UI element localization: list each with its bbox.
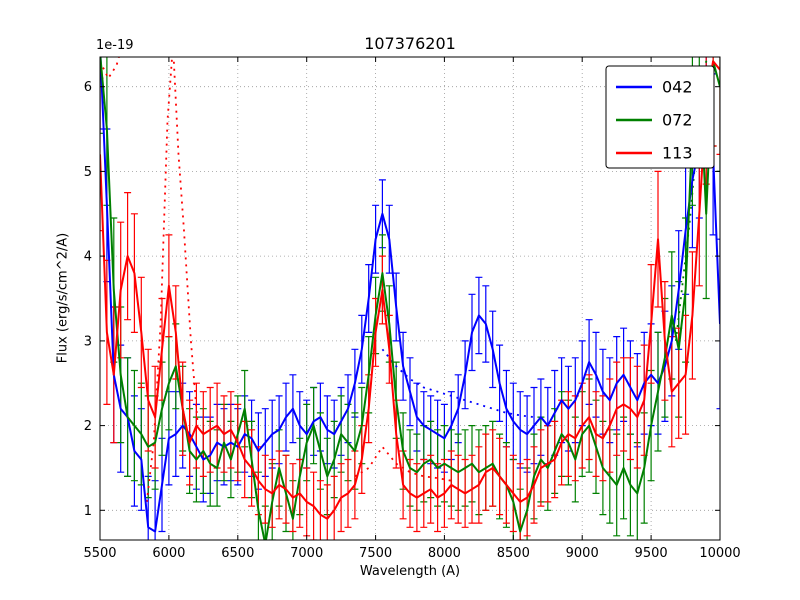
legend-label-113: 113 <box>662 144 693 163</box>
x-tick-label: 10000 <box>699 546 740 561</box>
tick-marks <box>99 57 721 540</box>
legend: 042 072 113 <box>605 65 715 169</box>
dotted-overlay-3 <box>354 445 452 482</box>
y-tick-label: 5 <box>84 165 92 180</box>
y-tick-label: 1 <box>84 504 92 519</box>
axes-border <box>99 56 721 541</box>
data-region <box>100 57 720 540</box>
x-tick-label: 7000 <box>290 546 323 561</box>
x-tick-label: 6500 <box>221 546 254 561</box>
x-tick-label: 7500 <box>359 546 392 561</box>
y-tick-label: 3 <box>84 334 92 349</box>
x-tick-label: 6000 <box>152 546 185 561</box>
y-tick-labels: 1 2 3 4 5 6 <box>84 80 92 519</box>
legend-label-042: 042 <box>662 78 693 97</box>
x-axis-label: Wavelength (A) <box>359 564 461 579</box>
y-axis-label: Flux (erg/s/cm^2/A) <box>55 232 71 364</box>
x-tick-label: 9500 <box>635 546 668 561</box>
x-tick-label: 8000 <box>428 546 461 561</box>
series-072-line <box>100 57 720 540</box>
y-tick-label: 4 <box>84 250 92 265</box>
x-tick-label: 9000 <box>566 546 599 561</box>
series-113-line <box>100 60 720 520</box>
x-tick-labels: 5500 6000 6500 7000 7500 8000 8500 9000 9500 1000… <box>83 546 740 561</box>
series-042-line <box>100 57 720 533</box>
y-tick-label: 6 <box>84 80 92 95</box>
x-tick-label: 5500 <box>83 546 116 561</box>
x-tick-label: 8500 <box>497 546 530 561</box>
legend-box <box>605 65 715 169</box>
y-axis-offset-text: 1e-19 <box>96 38 134 53</box>
plot-title: 107376201 <box>364 34 456 53</box>
dotted-overlay-0 <box>381 348 535 418</box>
y-tick-label: 2 <box>84 419 92 434</box>
legend-label-072: 072 <box>662 111 693 130</box>
